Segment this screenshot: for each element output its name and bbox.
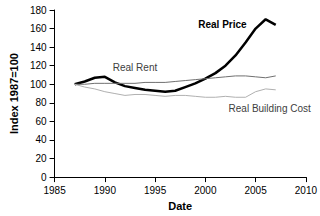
svg-text:180: 180 [30, 5, 47, 16]
svg-text:140: 140 [30, 42, 47, 53]
svg-text:40: 40 [35, 134, 47, 145]
svg-text:20: 20 [35, 153, 47, 164]
svg-text:2000: 2000 [194, 185, 217, 196]
svg-text:2005: 2005 [244, 185, 267, 196]
svg-text:Real Building Cost: Real Building Cost [229, 103, 311, 114]
svg-text:80: 80 [35, 97, 47, 108]
svg-text:Real Rent: Real Rent [113, 62, 158, 73]
svg-text:100: 100 [30, 79, 47, 90]
svg-text:1985: 1985 [43, 185, 66, 196]
svg-text:1995: 1995 [144, 185, 167, 196]
svg-text:Index 1987=100: Index 1987=100 [8, 53, 20, 134]
svg-text:Real Price: Real Price [198, 19, 247, 30]
svg-text:1990: 1990 [94, 185, 117, 196]
svg-text:120: 120 [30, 60, 47, 71]
svg-text:2010: 2010 [295, 185, 318, 196]
svg-text:Date: Date [168, 200, 192, 212]
svg-text:60: 60 [35, 116, 47, 127]
svg-text:0: 0 [41, 172, 47, 183]
svg-text:160: 160 [30, 23, 47, 34]
